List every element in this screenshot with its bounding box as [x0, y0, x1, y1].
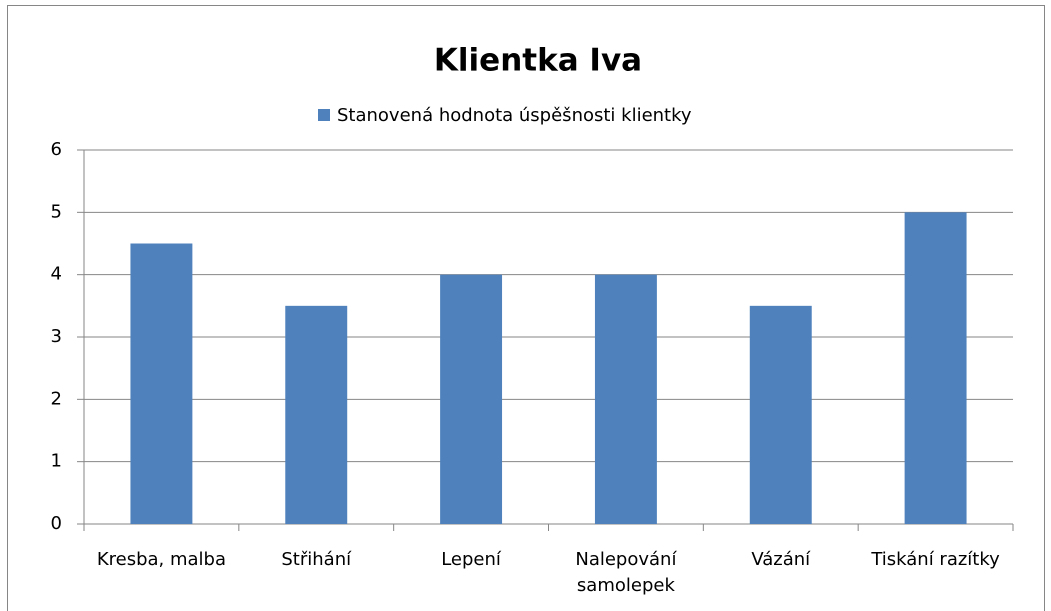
y-tick-label: 5 [51, 201, 62, 222]
y-tick-label: 4 [51, 264, 62, 285]
bar [749, 305, 812, 524]
x-tick-label: Kresba, malba [96, 549, 226, 570]
y-tick-label: 0 [51, 513, 62, 534]
legend-swatch [318, 109, 330, 121]
x-tick-label: Vázání [751, 549, 811, 570]
y-tick-label: 2 [51, 388, 62, 409]
y-tick-label: 6 [51, 139, 62, 160]
x-tick-label: Tiskání razítky [871, 549, 1000, 570]
x-tick-label: Lepení [441, 549, 501, 570]
x-tick-label: Střihání [281, 549, 352, 570]
bar [440, 274, 503, 524]
bar [285, 305, 348, 524]
legend-label: Stanovená hodnota úspěšnosti klientky [337, 105, 692, 126]
bar [594, 274, 657, 524]
x-tick-label: Nalepování samolepek [575, 549, 677, 596]
bar [130, 243, 193, 524]
chart-title: Klientka Iva [434, 43, 642, 79]
y-tick-label: 1 [51, 451, 62, 472]
y-tick-label: 3 [51, 326, 62, 347]
bar [904, 212, 967, 525]
